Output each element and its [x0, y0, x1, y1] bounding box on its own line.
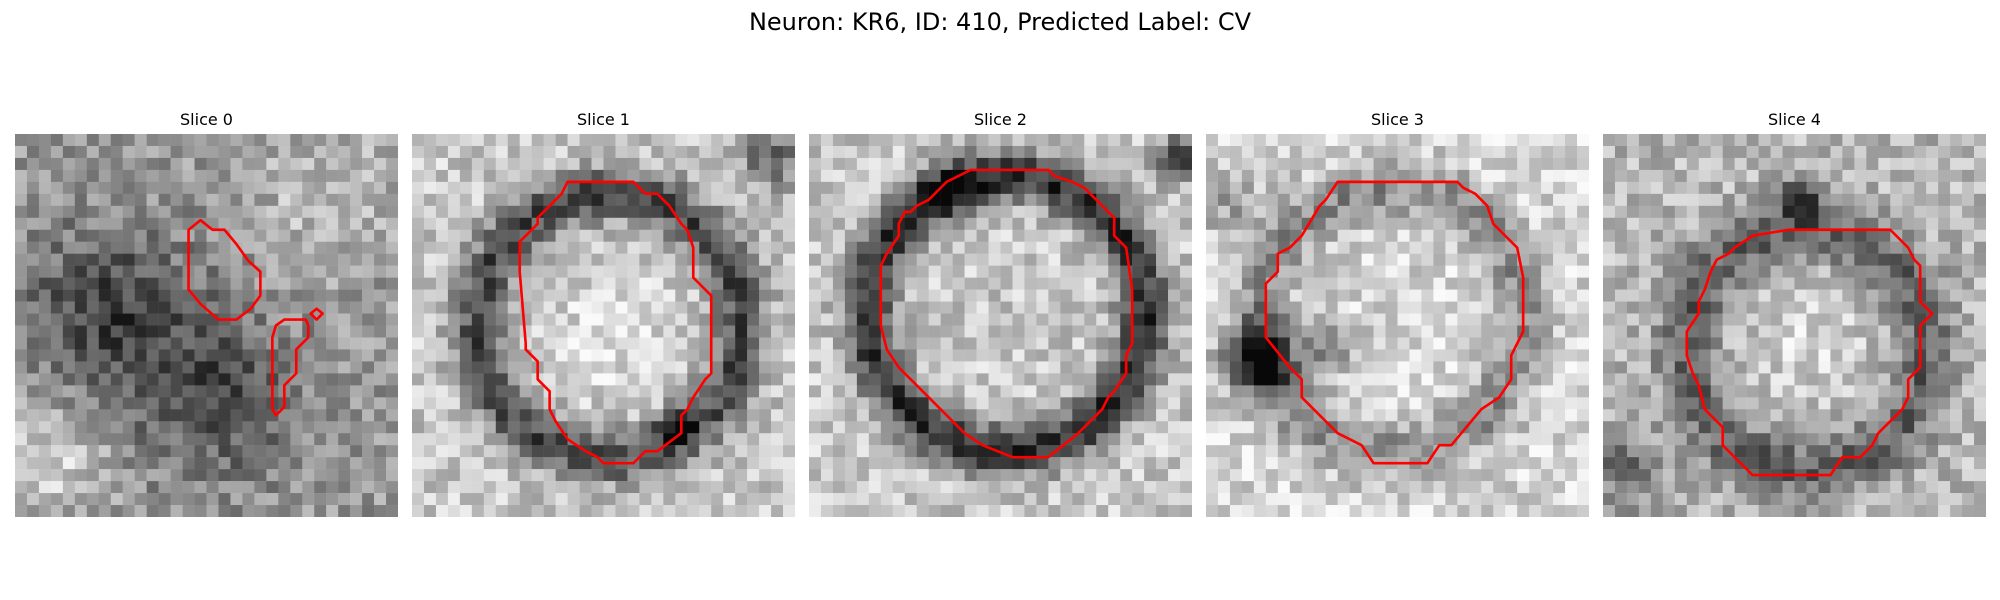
slice-image: [412, 134, 795, 517]
slice-panel-3: Slice 3: [1206, 108, 1589, 517]
slice-panel-2: Slice 2: [809, 108, 1192, 517]
slice-image: [15, 134, 398, 517]
slice-image: [809, 134, 1192, 517]
contour-outline: [187, 218, 262, 321]
contour-outline: [1264, 180, 1525, 465]
contour-outline: [879, 168, 1134, 459]
figure-title: Neuron: KR6, ID: 410, Predicted Label: C…: [748, 8, 1252, 36]
slice-title: Slice 4: [1768, 110, 1821, 129]
slice-panel-0: Slice 0: [15, 108, 398, 517]
slice-image: [1206, 134, 1589, 517]
contour-outline: [309, 307, 324, 321]
slice-title: Slice 0: [180, 110, 233, 129]
slice-image: [1603, 134, 1986, 517]
slice-panel-4: Slice 4: [1603, 108, 1986, 517]
slice-title: Slice 2: [974, 110, 1027, 129]
contour-outline: [1685, 228, 1934, 477]
contour-outline: [271, 318, 310, 417]
slice-title: Slice 1: [577, 110, 630, 129]
slice-panel-1: Slice 1: [412, 108, 795, 517]
contour-outline: [518, 180, 713, 465]
slice-title: Slice 3: [1371, 110, 1424, 129]
